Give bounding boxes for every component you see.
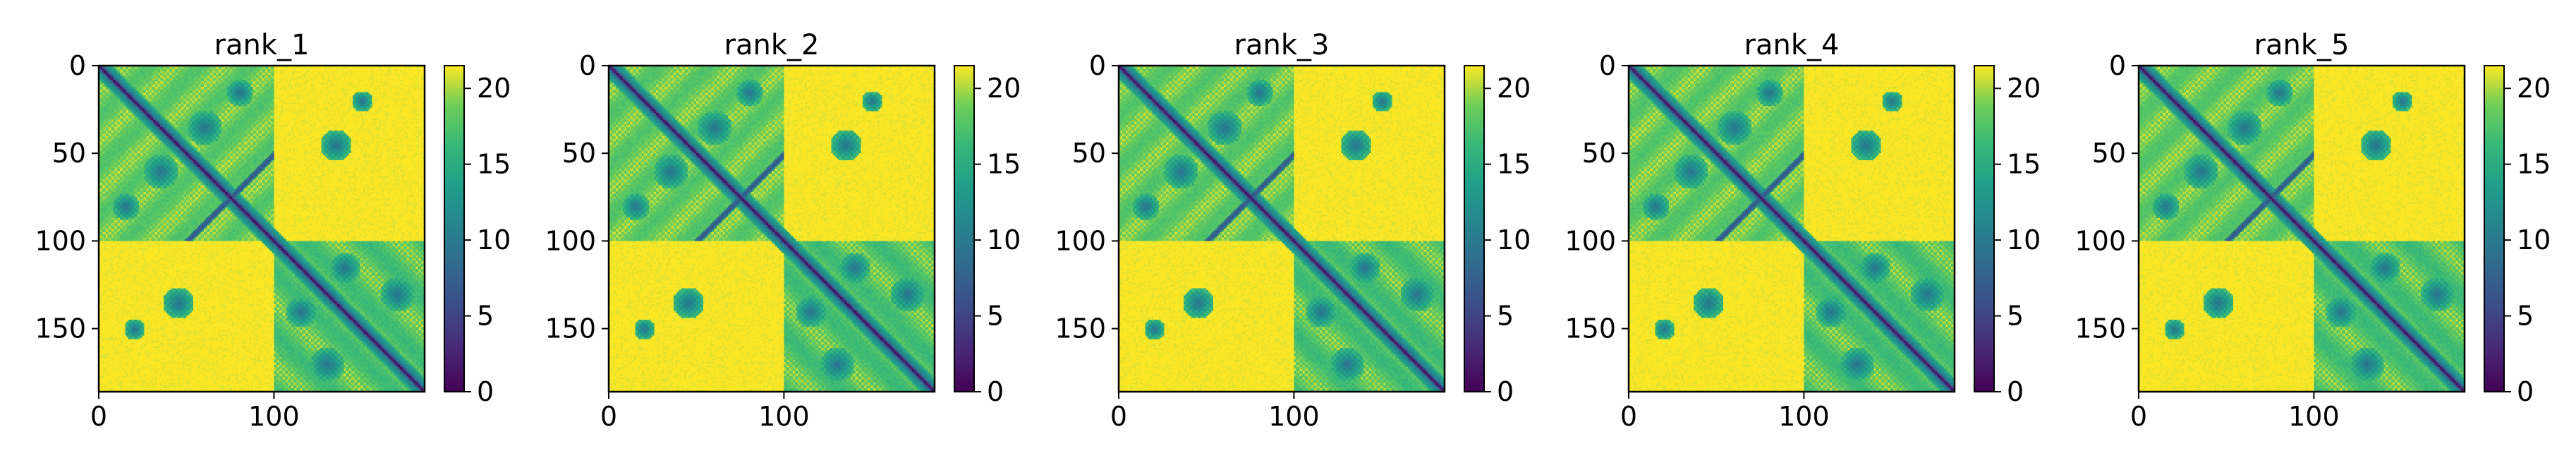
y-tick-label: 50 [2092, 138, 2126, 169]
x-tick-label: 0 [90, 401, 107, 432]
colorbar-tick-label: 0 [987, 376, 1004, 407]
axes-frame [97, 64, 426, 393]
colorbar-tick-label: 0 [2517, 376, 2534, 407]
colorbar [444, 66, 464, 392]
y-tick-label: 100 [545, 225, 596, 256]
colorbar-tick-label: 5 [2007, 301, 2024, 332]
colorbar-frame [1974, 65, 1995, 392]
y-tick-label: 150 [1055, 313, 1106, 344]
colorbar-tick-label: 0 [1497, 376, 1514, 407]
y-tick-label: 50 [52, 138, 86, 169]
heatmap-image [609, 66, 935, 392]
colorbar-tick-label: 15 [2517, 149, 2551, 180]
axes-frame [1117, 64, 1446, 393]
colorbar-tick-label: 20 [1497, 73, 1531, 104]
colorbar [2484, 66, 2504, 392]
colorbar-tick-label: 15 [2007, 149, 2041, 180]
colorbar-tick-label: 15 [477, 149, 511, 180]
colorbar [954, 66, 974, 392]
y-tick-label: 50 [562, 138, 596, 169]
colorbar-tick-label: 0 [477, 376, 494, 407]
chart-title: rank_3 [1234, 29, 1330, 61]
x-tick-label: 0 [1620, 401, 1637, 432]
chart-title: rank_5 [2254, 29, 2350, 61]
y-tick-label: 0 [69, 50, 86, 81]
x-tick-label: 100 [1778, 401, 1830, 432]
colorbar-tick-label: 15 [987, 149, 1021, 180]
colorbar-frame [954, 65, 975, 392]
chart-title: rank_1 [214, 29, 310, 61]
y-tick-label: 0 [1599, 50, 1616, 81]
colorbar-tick-label: 10 [1497, 224, 1531, 255]
y-tick-label: 150 [2074, 313, 2126, 344]
colorbar [1464, 66, 1484, 392]
colorbar-tick-label: 20 [987, 73, 1021, 104]
axes-frame [2137, 64, 2466, 393]
colorbar-tick-label: 10 [987, 224, 1021, 255]
heatmap-image [1119, 66, 1445, 392]
colorbar-tick-label: 10 [2007, 224, 2041, 255]
y-tick-label: 0 [1089, 50, 1106, 81]
x-tick-label: 100 [2288, 401, 2340, 432]
colorbar-tick-label: 5 [987, 301, 1004, 332]
colorbar-tick-label: 20 [477, 73, 511, 104]
subplot-2: rank_2 0 50 100 150 0 100 0 5 10 15 20 [545, 29, 1021, 432]
subplot-5: rank_5 0 50 100 150 0 100 0 5 10 15 20 [2074, 29, 2551, 432]
x-tick-label: 100 [758, 401, 810, 432]
y-tick-label: 0 [2109, 50, 2126, 81]
colorbar-tick-label: 5 [1497, 301, 1514, 332]
heatmap-image [2139, 66, 2465, 392]
y-tick-label: 150 [1565, 313, 1616, 344]
y-tick-label: 100 [2074, 225, 2126, 256]
colorbar-tick-label: 20 [2517, 73, 2551, 104]
chart-title: rank_4 [1744, 29, 1840, 61]
colorbar-tick-label: 5 [477, 301, 494, 332]
subplot-1: rank_1 0 50 100 150 0 100 0 5 10 15 20 [35, 29, 511, 432]
y-tick-label: 150 [35, 313, 86, 344]
colorbar-tick-label: 15 [1497, 149, 1531, 180]
subplot-4: rank_4 0 50 100 150 0 100 0 5 10 15 20 [1565, 29, 2041, 432]
x-tick-label: 0 [1110, 401, 1127, 432]
x-tick-label: 0 [600, 401, 617, 432]
y-tick-label: 50 [1582, 138, 1616, 169]
y-tick-label: 100 [1055, 225, 1106, 256]
y-tick-label: 150 [545, 313, 596, 344]
colorbar-tick-label: 20 [2007, 73, 2041, 104]
y-tick-label: 50 [1072, 138, 1106, 169]
y-tick-label: 100 [1565, 225, 1616, 256]
heatmap-image [1629, 66, 1955, 392]
colorbar-tick-label: 10 [477, 224, 511, 255]
chart-title: rank_2 [724, 29, 820, 61]
x-tick-label: 100 [1268, 401, 1320, 432]
colorbar [1974, 66, 1994, 392]
colorbar-tick-label: 10 [2517, 224, 2551, 255]
x-tick-label: 100 [248, 401, 300, 432]
colorbar-frame [1464, 65, 1485, 392]
colorbar-tick-label: 5 [2517, 301, 2534, 332]
y-tick-label: 0 [579, 50, 596, 81]
y-tick-label: 100 [35, 225, 86, 256]
x-tick-label: 0 [2130, 401, 2147, 432]
colorbar-tick-label: 0 [2007, 376, 2024, 407]
subplot-3: rank_3 0 50 100 150 0 100 0 5 10 15 20 [1055, 29, 1531, 432]
colorbar-frame [444, 65, 465, 392]
axes-frame [1627, 64, 1956, 393]
colorbar-frame [2484, 65, 2505, 392]
heatmap-image [99, 66, 425, 392]
axes-frame [607, 64, 936, 393]
